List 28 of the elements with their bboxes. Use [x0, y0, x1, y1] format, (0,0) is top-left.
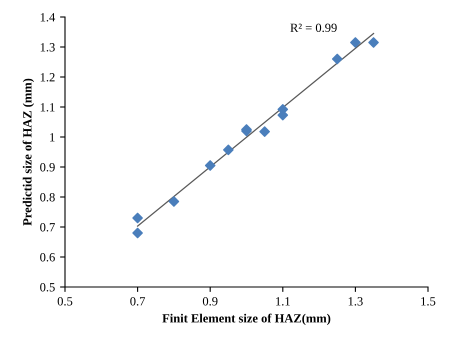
- y-tick-label: 1.1: [40, 103, 55, 112]
- x-tick-label: 0.9: [202, 297, 218, 306]
- x-axis-title: Finit Element size of HAZ(mm): [162, 314, 330, 326]
- point: [350, 37, 361, 48]
- x-tick-label: 0.7: [130, 297, 146, 306]
- y-tick-label: 1.3: [40, 43, 55, 52]
- point: [332, 54, 343, 64]
- point: [168, 196, 180, 207]
- y-axis-title: Predictid size of HAZ (mm): [22, 78, 34, 226]
- point: [132, 228, 143, 238]
- x-tick-label: 1.1: [276, 297, 290, 306]
- y-tick-label: 1.2: [40, 73, 55, 82]
- point: [223, 144, 234, 156]
- y-tick-label: 0.9: [40, 163, 55, 172]
- point: [132, 212, 143, 224]
- y-tick-label: 0.5: [40, 283, 55, 292]
- x-tick-label: 1.5: [421, 297, 436, 306]
- y-tick-label: 0.8: [40, 193, 55, 202]
- point: [259, 126, 270, 137]
- point: [204, 160, 216, 171]
- y-tick-label: 0.7: [40, 223, 55, 232]
- y-tick-label: 0.6: [40, 253, 55, 262]
- y-tick-label: 1.4: [40, 13, 56, 22]
- annotation: R² = 0.99: [290, 24, 337, 32]
- x-tick-label: 0.5: [58, 297, 72, 306]
- point: [368, 37, 379, 48]
- y-tick-label: 1: [50, 133, 55, 142]
- x-tick-label: 1.3: [348, 297, 363, 306]
